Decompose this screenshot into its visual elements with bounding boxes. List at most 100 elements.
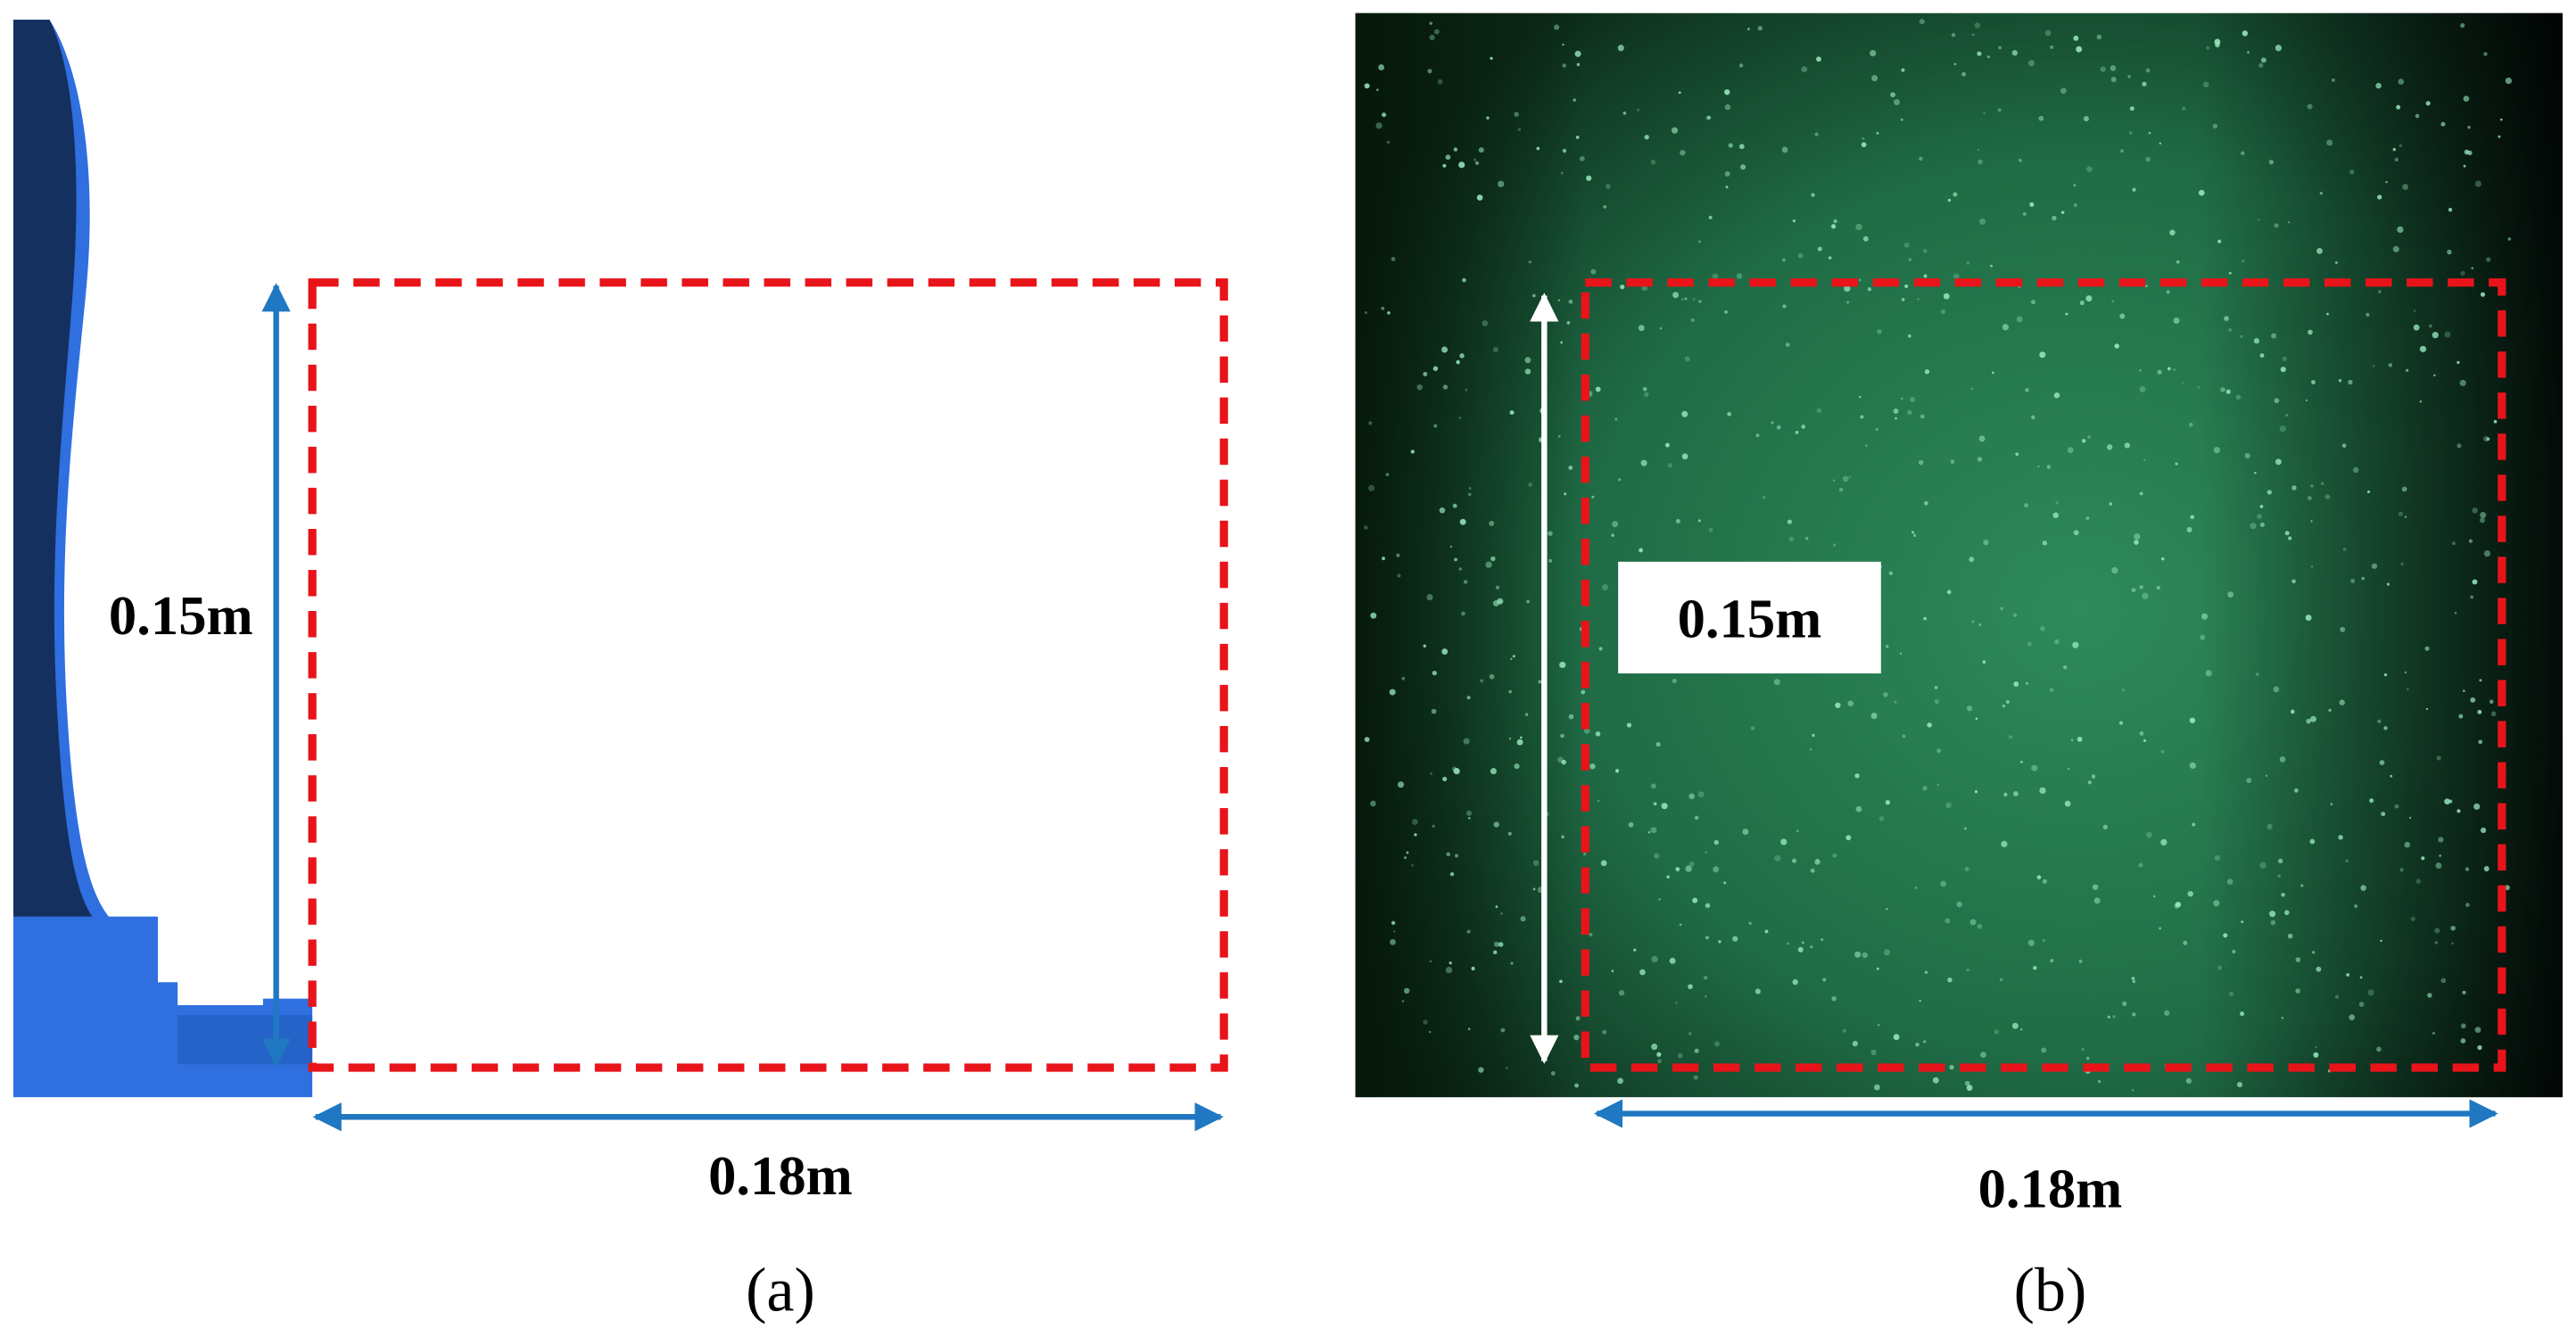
particle (2022, 211, 2027, 217)
particle (1640, 459, 1647, 466)
particle (1900, 118, 1903, 121)
measurement-region (1581, 278, 2506, 1072)
particle (1385, 473, 1390, 476)
particle (2413, 309, 2416, 312)
particle (1774, 854, 1781, 862)
particle (2055, 501, 2060, 505)
particle (2013, 681, 2019, 687)
caption: (b) (2014, 1257, 2087, 1325)
particle (2463, 164, 2466, 168)
particle (2073, 184, 2076, 187)
particle (2326, 312, 2329, 316)
particle (2173, 368, 2176, 371)
particle (1468, 487, 1472, 490)
particle (2291, 485, 2297, 491)
particle (1888, 571, 1894, 575)
particle (2490, 711, 2497, 717)
particle (2255, 673, 2259, 677)
particle (2438, 837, 2444, 843)
particle (2398, 78, 2405, 85)
particle (1493, 941, 1499, 947)
particle (1845, 835, 1852, 841)
particle (1871, 75, 1878, 82)
particle (1465, 388, 1468, 392)
particle (2480, 827, 2487, 833)
particle (2259, 505, 2264, 508)
particle (1832, 853, 1837, 858)
particle (1454, 557, 1457, 562)
particle (1414, 833, 1417, 837)
particle (2119, 313, 2126, 319)
particle (1637, 108, 1639, 111)
particle (1692, 897, 1698, 904)
particle (2419, 400, 2423, 403)
particle (1983, 539, 1989, 546)
particle (1492, 599, 1499, 607)
particle (1433, 29, 1440, 35)
particle (2397, 226, 2404, 234)
particle (1433, 424, 1438, 428)
particle (1426, 594, 1433, 601)
particle (1680, 298, 1684, 301)
particle (1949, 1064, 1954, 1070)
particle (1859, 395, 1862, 399)
particle (1714, 1041, 1720, 1047)
particle (2232, 949, 2236, 954)
particle (2156, 586, 2160, 590)
particle (1878, 816, 1885, 821)
particle (2223, 933, 2228, 938)
particle (2424, 646, 2430, 651)
particle (1705, 851, 1707, 854)
particle (2142, 81, 2147, 87)
particle (1492, 347, 1499, 353)
particle (1560, 733, 1565, 739)
particle (1894, 700, 1897, 704)
particle (2450, 925, 2456, 931)
particle (2266, 823, 2273, 830)
particle (1927, 722, 1932, 728)
particle (2473, 803, 2481, 810)
particle (1429, 21, 1432, 25)
particle (2462, 990, 2466, 994)
particle (2200, 634, 2206, 640)
particle (2020, 1028, 2023, 1031)
particle (1947, 977, 1953, 983)
particle (1397, 574, 1401, 578)
particle (2390, 774, 2393, 778)
particle (1877, 328, 1882, 334)
particle (1657, 1059, 1662, 1064)
particle (2313, 1052, 2319, 1058)
particle (2076, 45, 2083, 53)
particle (2009, 735, 2013, 739)
particle (2436, 755, 2441, 761)
particle (1812, 733, 1815, 738)
particle (1474, 158, 1476, 161)
particle (1554, 24, 1560, 30)
particle (1639, 969, 1646, 976)
particle (1476, 194, 1483, 201)
particle (2148, 131, 2151, 135)
particle (1492, 950, 1498, 954)
particle (1971, 620, 1975, 623)
particle (1618, 990, 1625, 996)
particle (2285, 414, 2289, 417)
particle (1854, 773, 1860, 779)
particle (1526, 599, 1530, 604)
particle (2003, 792, 2008, 797)
particle (1873, 1084, 1880, 1091)
particle (2460, 22, 2465, 29)
particle (1870, 712, 1878, 720)
particle (2451, 942, 2454, 945)
particle (1524, 357, 1532, 364)
particle (1904, 284, 1909, 289)
particle (2250, 523, 2257, 530)
particle (2338, 835, 2343, 840)
particle (2480, 512, 2487, 519)
particle (2086, 166, 2093, 172)
particle (2295, 988, 2300, 994)
particle (2145, 157, 2151, 162)
particle (1738, 63, 1744, 68)
particle (1562, 148, 1567, 153)
particle (1795, 431, 1799, 434)
